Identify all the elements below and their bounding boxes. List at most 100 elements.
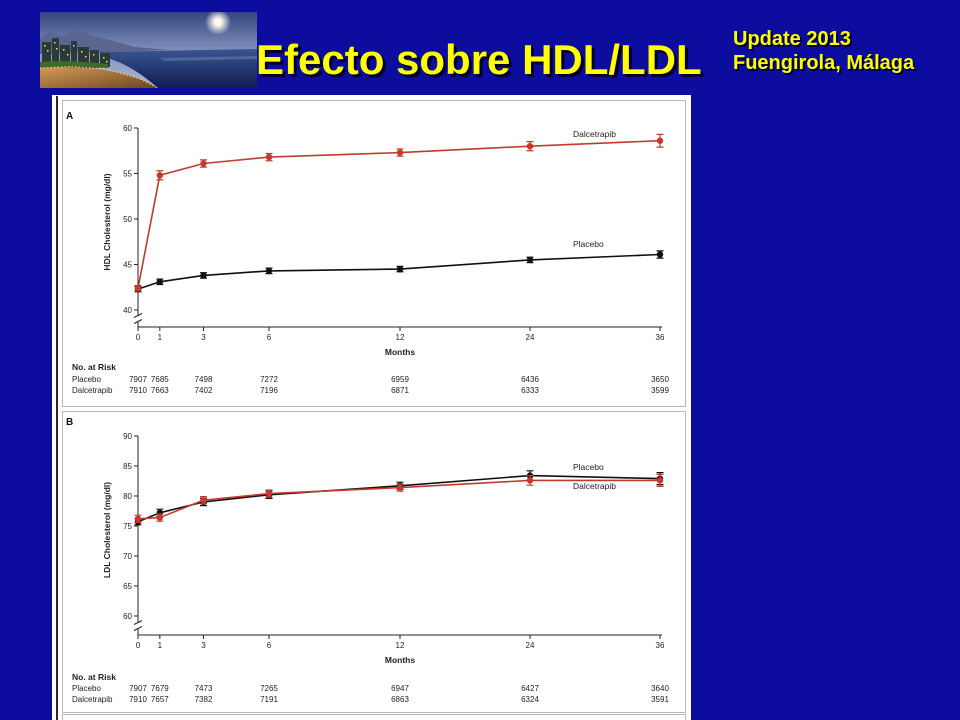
risk-table-title: No. at Risk [72, 362, 116, 372]
data-point-dalcetrapib [396, 149, 404, 156]
figure-panel [52, 95, 691, 720]
y-tick-label: 45 [123, 261, 132, 270]
figure-left-edge [56, 96, 58, 720]
risk-value: 6333 [521, 386, 539, 395]
x-tick-label: 1 [158, 641, 163, 650]
risk-row-label: Dalcetrapib [72, 386, 113, 395]
location-label: Fuengirola, Málaga [733, 52, 915, 74]
x-tick-label: 3 [201, 333, 206, 342]
x-tick-label: 0 [136, 333, 141, 342]
risk-value: 3650 [651, 375, 669, 384]
risk-value: 6947 [391, 684, 409, 693]
update-label: Update 2013 [733, 28, 851, 50]
data-point-placebo [526, 256, 534, 264]
panel-b-frame [62, 411, 686, 713]
panel-label: A [66, 111, 73, 122]
risk-value: 7910 [129, 695, 147, 704]
y-axis-title: HDL Cholesterol (mg/dl) [102, 173, 112, 270]
x-tick-label: 12 [396, 641, 405, 650]
x-tick-label: 6 [267, 641, 272, 650]
risk-value: 7191 [260, 695, 278, 704]
data-point-dalcetrapib [156, 514, 164, 521]
data-point-placebo [656, 251, 664, 258]
coastline-night-photo [40, 12, 257, 88]
x-tick-label: 36 [656, 641, 665, 650]
risk-value: 7910 [129, 386, 147, 395]
y-tick-label: 50 [123, 215, 132, 224]
data-point-dalcetrapib [656, 477, 664, 484]
risk-value: 7657 [151, 695, 169, 704]
y-tick-label: 85 [123, 462, 132, 471]
series-label-dalcetrapib: Dalcetrapib [573, 129, 616, 139]
y-tick-label: 65 [123, 582, 132, 591]
risk-value: 7402 [195, 386, 213, 395]
data-point-dalcetrapib [156, 172, 164, 179]
y-tick-label: 40 [123, 306, 132, 315]
y-axis-title: LDL Cholesterol (mg/dl) [102, 482, 112, 578]
risk-value: 7196 [260, 386, 278, 395]
x-tick-label: 0 [136, 641, 141, 650]
x-axis-title: Months [385, 347, 415, 357]
slide-meta: Update 2013 Fuengirola, Málaga [733, 27, 914, 75]
panel-a-frame [62, 100, 686, 407]
data-point-placebo [156, 278, 164, 285]
data-point-dalcetrapib [265, 490, 273, 497]
risk-value: 3640 [651, 684, 669, 693]
x-tick-label: 6 [267, 333, 272, 342]
data-point-dalcetrapib [134, 284, 142, 292]
y-tick-label: 60 [123, 612, 132, 621]
x-tick-label: 3 [201, 641, 206, 650]
y-axis-break [133, 620, 143, 631]
risk-value: 6324 [521, 695, 539, 704]
risk-table-title: No. at Risk [72, 672, 116, 682]
risk-value: 6863 [391, 695, 409, 704]
data-point-dalcetrapib [200, 497, 207, 504]
data-point-dalcetrapib [396, 484, 404, 491]
risk-value: 7382 [195, 695, 213, 704]
risk-value: 7907 [129, 684, 147, 693]
risk-value: 3599 [651, 386, 669, 395]
risk-value: 6436 [521, 375, 539, 384]
risk-value: 6871 [391, 386, 409, 395]
chart-panel-b: B 60 65 70 75 80 85 90 LDL Cholesterol (mg/dl) 0 1… [66, 417, 669, 704]
data-point-dalcetrapib [656, 137, 664, 144]
x-tick-label: 24 [526, 333, 535, 342]
risk-value: 7907 [129, 375, 147, 384]
risk-value: 7265 [260, 684, 278, 693]
y-tick-label: 80 [123, 492, 132, 501]
risk-value: 6427 [521, 684, 539, 693]
y-axis-break [133, 313, 143, 324]
x-tick-label: 36 [656, 333, 665, 342]
data-point-dalcetrapib [526, 143, 534, 150]
y-tick-label: 75 [123, 522, 132, 531]
risk-row-label: Placebo [72, 684, 101, 693]
data-point-dalcetrapib [200, 160, 207, 167]
series-label-placebo: Placebo [573, 462, 604, 472]
risk-value: 7679 [151, 684, 169, 693]
x-axis-title: Months [385, 655, 415, 665]
risk-value: 6959 [391, 375, 409, 384]
y-tick-label: 60 [123, 124, 132, 133]
series-label-placebo: Placebo [573, 239, 604, 249]
x-tick-label: 24 [526, 641, 535, 650]
risk-value: 7663 [151, 386, 169, 395]
data-point-dalcetrapib [526, 477, 534, 484]
y-tick-label: 90 [123, 432, 132, 441]
series-label-dalcetrapib: Dalcetrapib [573, 481, 616, 491]
data-point-placebo [265, 267, 273, 275]
slide-title: Efecto sobre HDL/LDL [256, 36, 702, 83]
x-tick-label: 1 [158, 333, 163, 342]
data-point-dalcetrapib [134, 515, 142, 522]
x-tick-label: 12 [396, 333, 405, 342]
data-point-dalcetrapib [265, 153, 273, 161]
data-point-placebo [396, 265, 404, 273]
panel-label: B [66, 417, 73, 428]
risk-value: 7272 [260, 375, 278, 384]
y-tick-label: 70 [123, 552, 132, 561]
risk-value: 7498 [195, 375, 213, 384]
risk-value: 7473 [195, 684, 213, 693]
data-point-placebo [200, 272, 207, 279]
